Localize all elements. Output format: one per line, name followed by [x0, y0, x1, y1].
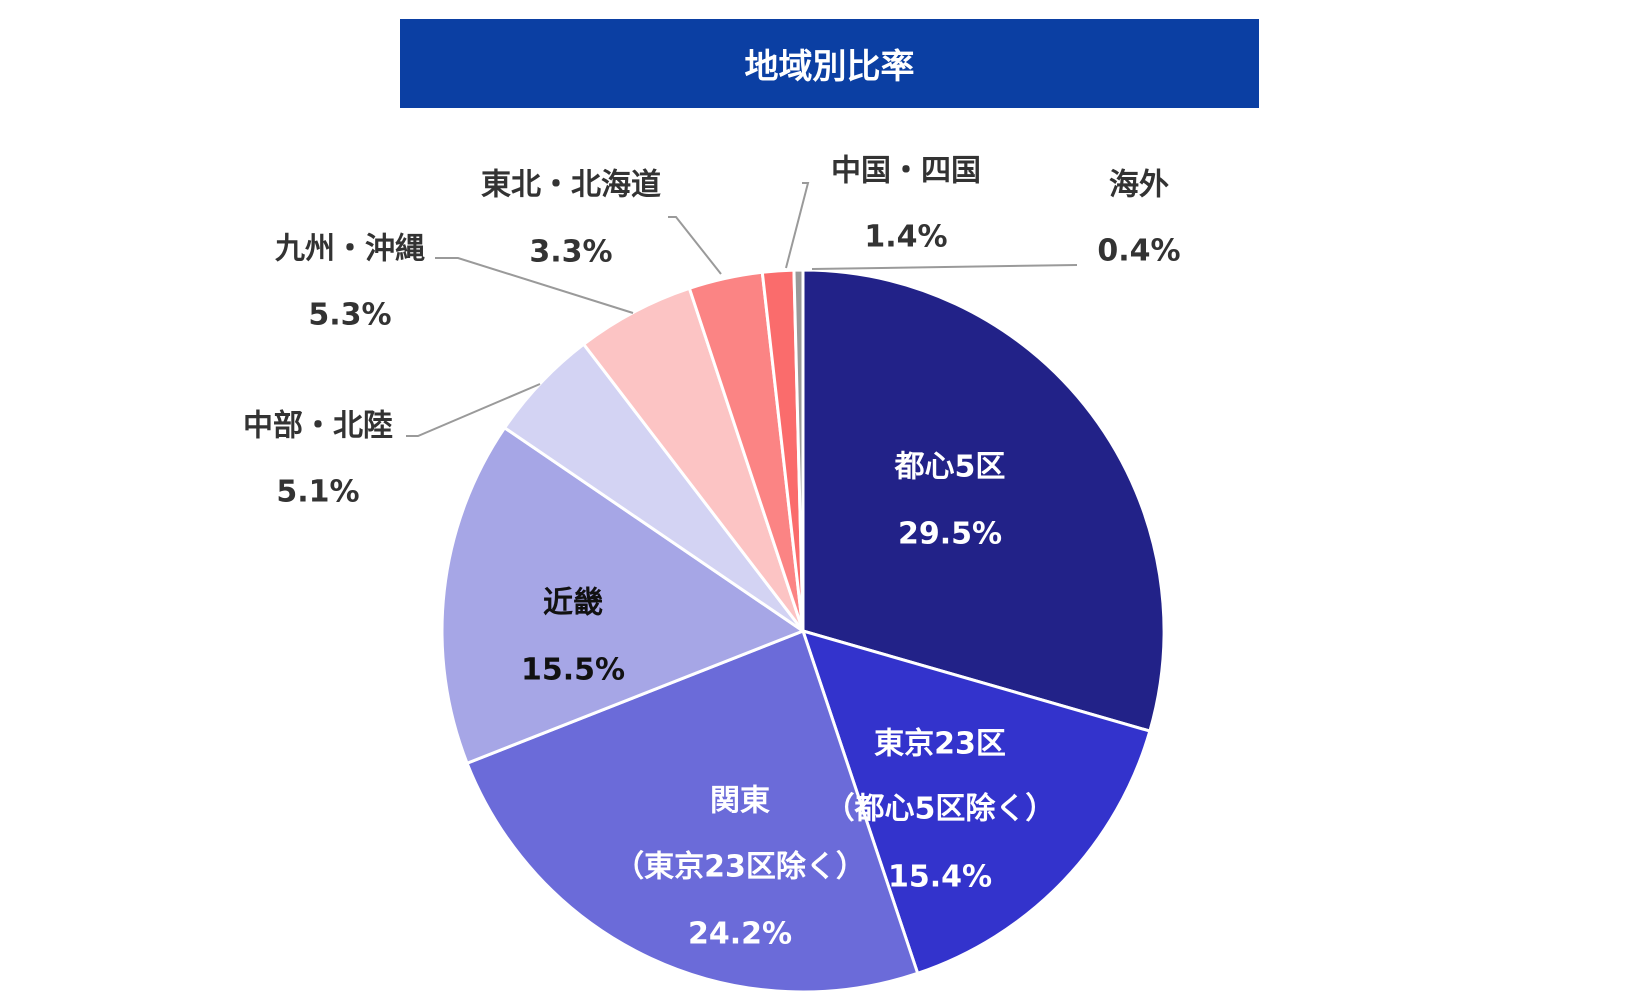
slice-label: 都心5区 — [894, 450, 1006, 485]
slice-label: （都心5区除く） — [825, 792, 1056, 827]
slice-value-label: 3.3% — [529, 235, 612, 270]
leader-line — [785, 182, 810, 269]
chart-title: 地域別比率 — [744, 47, 915, 87]
pie-slice — [792, 268, 805, 632]
leader-line — [668, 216, 722, 275]
slice-label: 近畿 — [543, 586, 603, 621]
chart-title-banner: 地域別比率 — [400, 19, 1259, 108]
slice-value-label: 24.2% — [688, 917, 792, 952]
slice-value-label: 15.5% — [521, 653, 625, 688]
leader-line — [435, 257, 634, 314]
slice-value-label: 0.4% — [1097, 234, 1180, 269]
slice-label: 九州・沖縄 — [275, 232, 425, 267]
pie-slice — [440, 425, 807, 766]
slice-label: 中国・四国 — [831, 154, 981, 189]
slice-value-label: 15.4% — [888, 860, 992, 895]
leader-line — [811, 264, 1078, 270]
slice-label: 東北・北海道 — [481, 168, 661, 203]
pie-slice — [801, 268, 1166, 733]
leader-line — [406, 383, 541, 437]
slice-label: 関東 — [710, 784, 770, 819]
slice-label: 海外 — [1109, 168, 1169, 203]
slice-label: 東京23区 — [874, 727, 1006, 762]
slice-label: 中部・北陸 — [243, 409, 393, 444]
slice-value-label: 5.3% — [308, 298, 391, 333]
slice-label: （東京23区除く） — [614, 850, 866, 885]
pie-slice — [465, 629, 920, 994]
slice-value-label: 5.1% — [276, 475, 359, 510]
slice-value-label: 29.5% — [898, 517, 1002, 552]
slice-value-label: 1.4% — [864, 220, 947, 255]
